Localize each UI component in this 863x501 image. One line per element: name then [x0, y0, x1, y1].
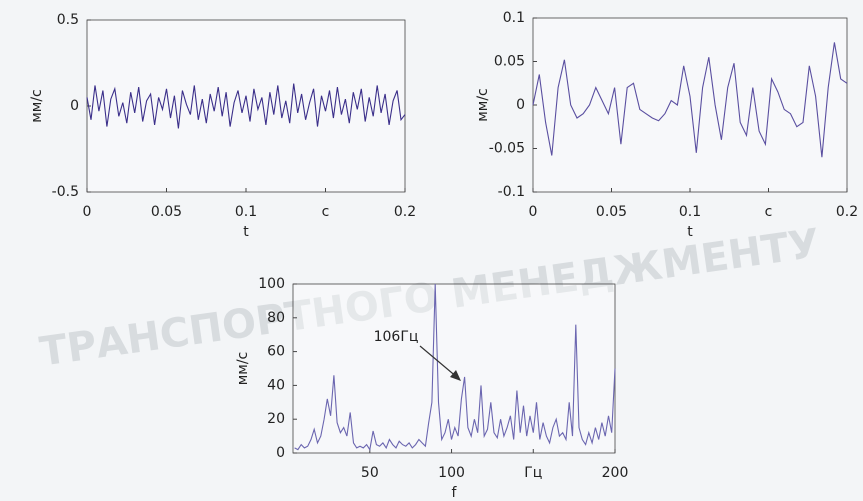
y-tick-label: 0: [70, 98, 79, 114]
x-tick-label: 200: [602, 465, 629, 481]
plot-area: [87, 20, 405, 192]
y-tick-label: 0: [276, 445, 285, 461]
x-tick-label: 0.2: [836, 204, 858, 220]
y-tick-label: 20: [267, 411, 285, 427]
x-tick-label: c: [765, 204, 773, 220]
y-tick-label: 80: [267, 310, 285, 326]
y-axis-label: мм/с: [475, 88, 491, 122]
x-tick-label: Гц: [524, 465, 542, 481]
y-tick-label: 40: [267, 377, 285, 393]
x-axis-label: t: [687, 224, 693, 240]
y-tick-label: 0.05: [494, 54, 525, 70]
x-tick-label: 0: [83, 204, 92, 220]
x-tick-label: 0.1: [679, 204, 701, 220]
plot-area: [533, 18, 847, 192]
y-tick-label: -0.05: [489, 141, 525, 157]
y-tick-label: 0.5: [57, 12, 79, 28]
figure: ТРАНСПОРТНОГО МЕНЕДЖМЕНТУ -0.500.500.050…: [0, 0, 863, 501]
y-tick-label: 60: [267, 344, 285, 360]
y-tick-label: 0: [516, 97, 525, 113]
x-tick-label: 0.1: [235, 204, 257, 220]
y-axis-label: мм/с: [235, 352, 251, 386]
x-tick-label: 0.2: [394, 204, 416, 220]
x-tick-label: c: [322, 204, 330, 220]
y-tick-label: 100: [258, 276, 285, 292]
annotation: 106Гц: [374, 329, 419, 345]
y-axis-label: мм/с: [29, 89, 45, 123]
x-tick-label: 0.05: [151, 204, 182, 220]
y-tick-label: -0.1: [498, 184, 525, 200]
y-tick-label: -0.5: [52, 184, 79, 200]
y-tick-label: 0.1: [503, 10, 525, 26]
x-axis-label: t: [243, 224, 249, 240]
x-tick-label: 100: [438, 465, 465, 481]
x-tick-label: 0.05: [596, 204, 627, 220]
x-tick-label: 0: [529, 204, 538, 220]
x-tick-label: 50: [361, 465, 379, 481]
